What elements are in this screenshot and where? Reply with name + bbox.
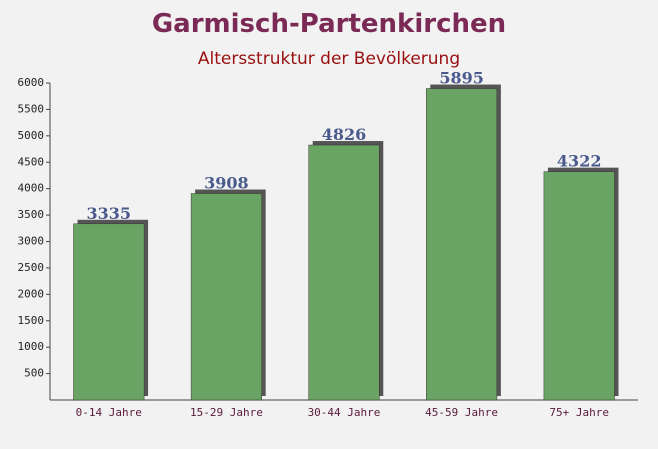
x-tick-label: 45-59 Jahre (425, 406, 498, 419)
y-tick-label: 3000 (18, 235, 45, 248)
value-label: 3908 (204, 174, 249, 193)
value-label: 4322 (557, 152, 602, 171)
chart-subtitle: Altersstruktur der Bevölkerung (198, 49, 460, 69)
bar (190, 193, 262, 401)
y-tick-label: 5000 (18, 129, 45, 142)
y-tick-label: 1500 (18, 314, 45, 327)
chart-title: Garmisch-Partenkirchen (152, 9, 506, 39)
y-tick-label: 4500 (18, 155, 45, 168)
x-tick-label: 30-44 Jahre (308, 406, 381, 419)
y-tick-label: 3500 (18, 208, 45, 221)
bar (543, 171, 615, 401)
x-tick-label: 15-29 Jahre (190, 406, 263, 419)
y-tick-label: 5500 (18, 102, 45, 115)
value-label: 5895 (439, 69, 484, 88)
y-tick-label: 4000 (18, 182, 45, 195)
bar (308, 144, 380, 401)
bar (426, 88, 498, 401)
y-tick-label: 1000 (18, 340, 45, 353)
y-tick-label: 500 (24, 367, 44, 380)
value-label: 4826 (322, 125, 367, 144)
bar (73, 223, 145, 401)
value-label: 3335 (87, 204, 132, 223)
x-tick-label: 0-14 Jahre (76, 406, 142, 419)
x-tick-label: 75+ Jahre (549, 406, 609, 419)
y-tick-label: 6000 (18, 76, 45, 89)
y-tick-label: 2000 (18, 287, 45, 300)
y-tick-label: 2500 (18, 261, 45, 274)
